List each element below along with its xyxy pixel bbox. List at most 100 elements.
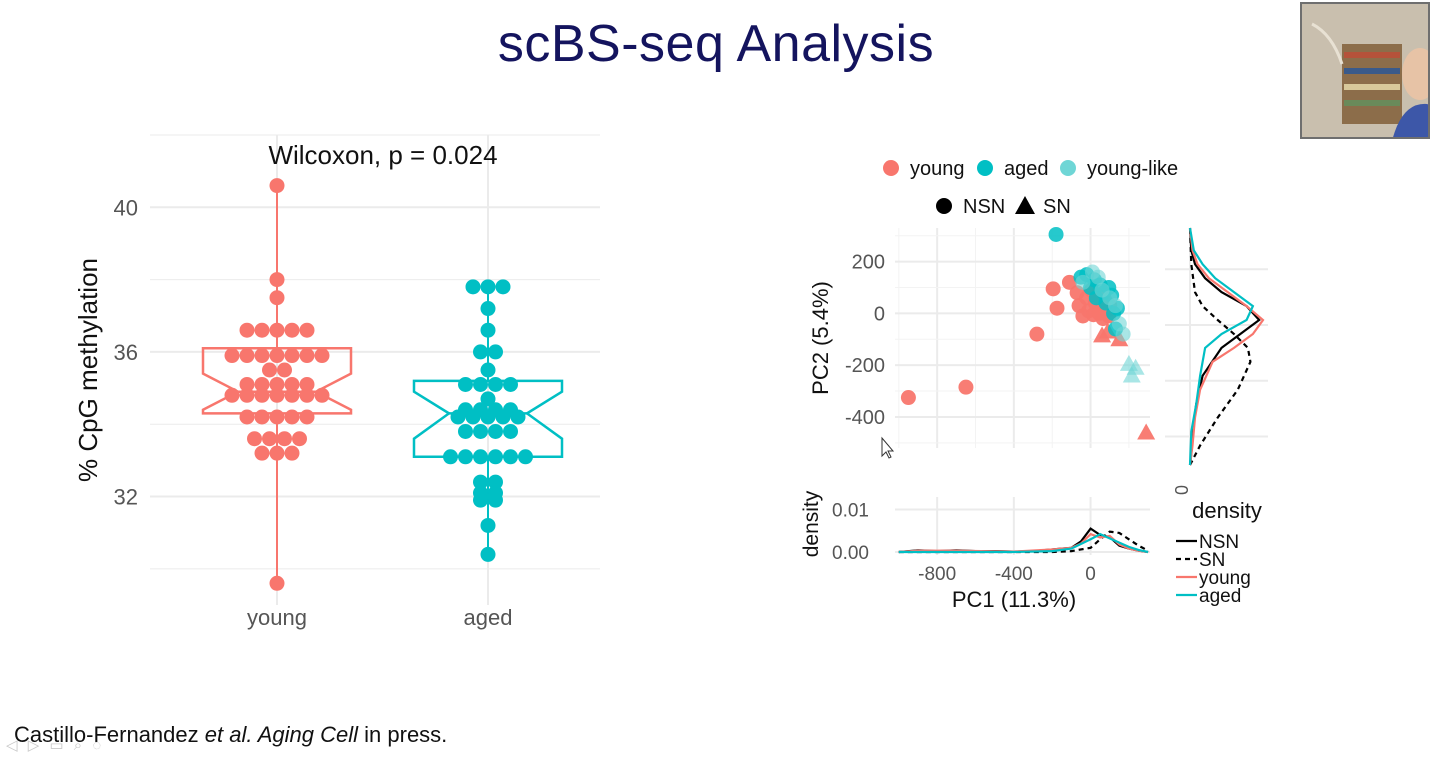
data-point-aged <box>495 279 511 295</box>
data-point-aged <box>488 492 503 508</box>
data-point-young <box>247 431 262 447</box>
pca-point-young-like <box>1115 326 1131 342</box>
data-point-aged <box>480 391 496 407</box>
pca-point-young <box>1045 281 1061 297</box>
x-tick-label: young <box>247 605 307 630</box>
data-point-young <box>269 376 285 392</box>
box-plot-y-axis-label: % CpG methylation <box>73 258 103 482</box>
data-point-young <box>284 409 300 425</box>
data-point-aged <box>518 449 533 465</box>
data-point-young <box>269 387 285 403</box>
y-tick-label: 0.01 <box>832 501 869 522</box>
legend-shape-triangle-icon <box>1015 196 1035 214</box>
pca-scatter-panel: young aged young-like NSN SN PC2 (5.4%) 200 0… <box>808 158 1178 448</box>
data-point-aged <box>503 376 518 392</box>
box-plot-x-ticks: young aged <box>247 605 512 630</box>
data-point-young <box>314 348 330 364</box>
density-line-young <box>1188 227 1265 466</box>
pca-legend: young aged young-like NSN SN <box>883 158 1178 218</box>
data-point-young <box>239 348 255 364</box>
pc1-density-lines <box>898 527 1149 554</box>
data-point-young <box>239 322 255 338</box>
pca-point-young-like <box>1107 298 1123 314</box>
data-point-young <box>224 387 240 403</box>
legend-label: young <box>910 158 965 180</box>
data-point-aged <box>480 362 496 378</box>
legend-label: young <box>1199 568 1251 589</box>
box-plot-y-ticks: 32 36 40 <box>114 195 138 509</box>
legend-swatch-young-like <box>1060 160 1076 176</box>
slide-nav-controls[interactable]: ◁ ▷ ▭ ⌕ ◌ <box>6 737 105 754</box>
pc1-density-panel: density 0.00 0.01 -800 -400 0 PC1 (11.3%) <box>800 490 1150 612</box>
data-point-young <box>239 409 255 425</box>
legend-swatch-aged <box>977 160 993 176</box>
data-point-young <box>239 376 255 392</box>
data-point-young <box>254 348 270 364</box>
data-point-aged <box>473 344 488 360</box>
data-point-aged <box>503 423 518 439</box>
data-point-aged <box>488 376 503 392</box>
data-point-young <box>269 575 285 591</box>
data-point-aged <box>480 322 496 338</box>
citation-authors: Castillo-Fernandez <box>14 722 205 747</box>
legend-label: aged <box>1199 586 1241 607</box>
legend-label: SN <box>1043 196 1071 218</box>
data-point-young <box>262 362 277 378</box>
data-point-young <box>299 387 315 403</box>
legend-label: NSN <box>963 196 1005 218</box>
data-point-young <box>239 387 255 403</box>
pca-y-axis-label: PC2 (5.4%) <box>808 281 833 395</box>
data-point-aged <box>488 449 503 465</box>
data-point-young <box>269 272 285 288</box>
pca-point-young <box>1061 274 1077 290</box>
y-tick-label: -400 <box>845 407 885 429</box>
data-point-young <box>292 431 307 447</box>
data-point-young <box>269 322 285 338</box>
y-tick-label: 200 <box>852 252 885 274</box>
legend-label: NSN <box>1199 532 1239 553</box>
pc1-x-axis-label: PC1 (11.3%) <box>952 587 1076 612</box>
data-point-young <box>254 322 270 338</box>
data-point-young <box>254 445 270 461</box>
data-point-aged <box>473 423 488 439</box>
notched-box-aged <box>412 379 564 459</box>
pc1-density-x-ticks: -800 -400 0 <box>918 564 1096 585</box>
data-point-aged <box>473 449 488 465</box>
y-tick-label: 0 <box>874 303 885 325</box>
box-plot-title: Wilcoxon, p = 0.024 <box>268 140 497 170</box>
pc1-density-y-axis-label: density <box>800 490 823 557</box>
data-point-aged <box>495 409 511 425</box>
pca-point-aged <box>1048 226 1064 242</box>
data-point-aged <box>458 449 473 465</box>
data-point-young <box>269 178 285 194</box>
citation: Castillo-Fernandez et al. Aging Cell in … <box>14 722 447 748</box>
density-line-aged <box>1188 227 1255 466</box>
data-point-aged <box>473 492 488 508</box>
density-line-SN <box>1188 227 1252 466</box>
y-tick-label: 0.00 <box>832 543 869 564</box>
x-tick-label: aged <box>464 605 513 630</box>
data-point-aged <box>480 301 496 317</box>
legend-label: SN <box>1199 550 1225 571</box>
pc2-density-lines <box>1188 227 1265 466</box>
data-point-aged <box>458 423 473 439</box>
x-tick-label: 0 <box>1085 564 1096 585</box>
data-point-young <box>299 322 315 338</box>
density-line-aged <box>898 532 1149 554</box>
data-point-aged <box>473 376 488 392</box>
y-tick-label: 32 <box>114 485 138 510</box>
citation-status: in press. <box>358 722 448 747</box>
pc1-density-gridlines <box>895 497 1150 555</box>
y-tick-label: -200 <box>845 355 885 377</box>
webcam-video-thumbnail <box>1300 2 1430 139</box>
legend-swatch-young <box>883 160 899 176</box>
data-point-young <box>277 431 292 447</box>
box-plot-panel: Wilcoxon, p = 0.024 % CpG methylation 32… <box>73 134 600 630</box>
data-point-aged <box>488 474 503 490</box>
data-point-young <box>284 348 300 364</box>
data-point-young <box>254 376 270 392</box>
y-tick-label: 36 <box>114 340 138 365</box>
data-point-aged <box>480 409 496 425</box>
